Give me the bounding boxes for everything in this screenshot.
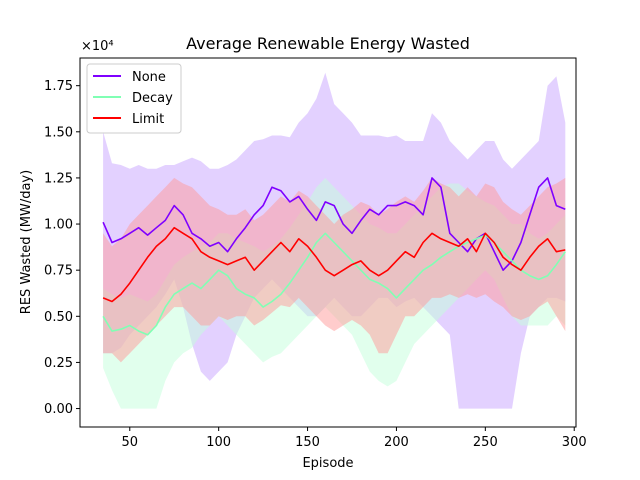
x-tick-label: 50 <box>122 435 139 450</box>
x-tick-label: 300 <box>562 435 587 450</box>
y-axis-label: RES Wasted (MW/day) <box>19 170 34 314</box>
series-line-limit <box>102 226 566 303</box>
y-axis-ticks: 0.00 0.25 0.50 0.75 1.00 1.25 1.50 1.75 <box>44 79 80 417</box>
x-tick-label: 200 <box>384 435 409 450</box>
x-tick-label: 250 <box>473 435 498 450</box>
x-axis-ticks: 50 100 150 200 250 300 <box>122 427 587 450</box>
y-tick-label: 1.50 <box>44 125 73 140</box>
series-line-none <box>102 177 566 272</box>
y-axis-multiplier: ×10⁴ <box>81 39 114 54</box>
legend-box <box>86 63 182 134</box>
y-tick-label: 1.25 <box>44 171 73 186</box>
legend-label-decay: Decay <box>132 91 173 106</box>
y-tick-label: 0.25 <box>44 356 73 371</box>
x-tick-label: 100 <box>206 435 231 450</box>
plot-frame <box>79 57 577 428</box>
x-axis-label: Episode <box>302 456 353 471</box>
legend: None Decay Limit <box>86 63 182 134</box>
y-tick-label: 0.75 <box>44 264 73 279</box>
x-tick-label: 150 <box>295 435 320 450</box>
legend-label-limit: Limit <box>132 112 164 127</box>
y-tick-label: 1.75 <box>44 79 73 94</box>
chart-title: Average Renewable Energy Wasted <box>186 34 470 53</box>
y-tick-label: 0.50 <box>44 310 73 325</box>
band-limit <box>103 177 566 363</box>
series-line-decay <box>102 232 566 336</box>
legend-label-none: None <box>132 70 166 85</box>
y-tick-label: 1.00 <box>44 218 73 233</box>
series-lines <box>102 177 566 336</box>
confidence-bands <box>103 72 566 409</box>
y-tick-label: 0.00 <box>44 402 73 417</box>
